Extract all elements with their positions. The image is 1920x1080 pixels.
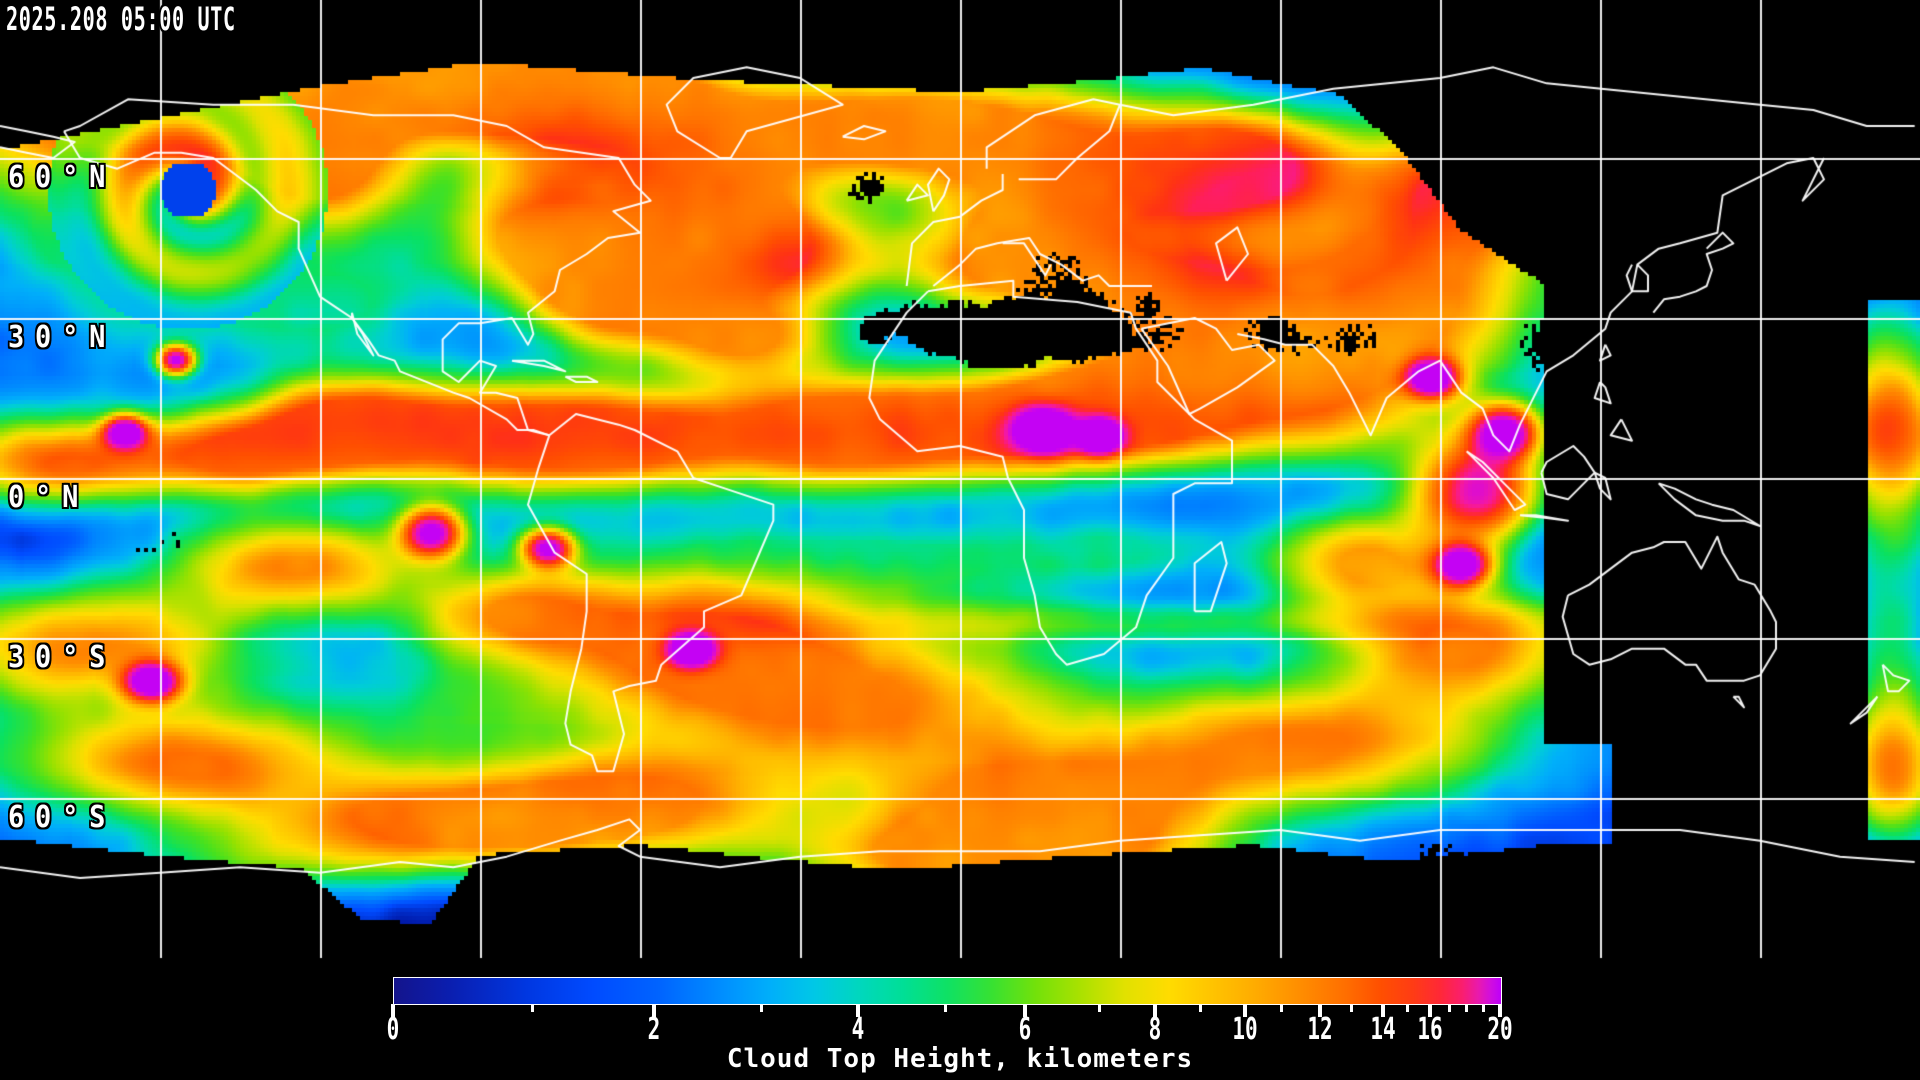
colorbar-major-tick — [1023, 1004, 1028, 1017]
colorbar-minor-tick — [1447, 1004, 1451, 1012]
colorbar-tick-label: 4 — [851, 1012, 865, 1047]
colorbar-minor-tick — [530, 1004, 534, 1012]
colorbar-tick-label: 12 — [1306, 1012, 1333, 1047]
colorbar-tick-label: 0 — [386, 1012, 400, 1047]
colorbar-minor-tick — [1280, 1004, 1284, 1012]
colorbar-major-tick — [1428, 1004, 1433, 1017]
colorbar-minor-tick — [1350, 1004, 1354, 1012]
colorbar-minor-tick — [1465, 1004, 1469, 1012]
colorbar-minor-tick — [1405, 1004, 1409, 1012]
colorbar-major-tick — [1243, 1004, 1248, 1017]
colorbar-minor-tick — [760, 1004, 764, 1012]
colorbar-tick-label: 14 — [1370, 1012, 1396, 1047]
colorbar-major-tick — [1380, 1004, 1385, 1017]
colorbar-major-tick — [855, 1004, 860, 1017]
colorbar-tick-label: 10 — [1232, 1012, 1259, 1047]
latitude-label: 30°S — [8, 640, 117, 675]
colorbar-tick-label: 16 — [1417, 1012, 1443, 1047]
colorbar-minor-tick — [1097, 1004, 1101, 1012]
colorbar-minor-tick — [1481, 1004, 1485, 1012]
colorbar-major-tick — [1498, 1004, 1502, 1017]
colorbar-title: Cloud Top Height, kilometers — [726, 1044, 1194, 1074]
colorbar-minor-tick — [943, 1004, 947, 1012]
colorbar-gradient — [393, 977, 1502, 1005]
latitude-label: 0°N — [8, 480, 90, 515]
colorbar-major-tick — [391, 1004, 395, 1017]
colorbar-tick-label: 20 — [1487, 1012, 1513, 1047]
timestamp: 2025.208 05:00 UTC — [6, 0, 236, 38]
colorbar-major-tick — [652, 1004, 657, 1017]
colorbar-tick-label: 8 — [1148, 1012, 1161, 1047]
latitude-label: 60°S — [8, 800, 117, 835]
colorbar-tick-label: 2 — [647, 1012, 661, 1047]
latitude-label: 30°N — [8, 320, 117, 355]
colorbar-tick-label: 6 — [1018, 1012, 1032, 1047]
latitude-label: 60°N — [8, 160, 117, 195]
colorbar-minor-tick — [1198, 1004, 1202, 1012]
colorbar-major-tick — [1317, 1004, 1322, 1017]
colorbar-major-tick — [1152, 1004, 1157, 1017]
